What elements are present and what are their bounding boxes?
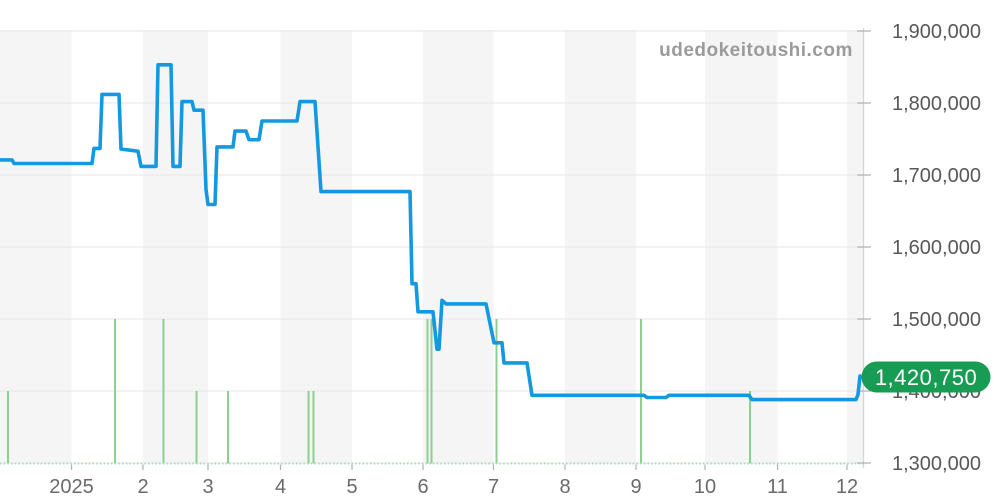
x-axis-label: 5 xyxy=(346,476,357,498)
x-axis-label: 9 xyxy=(630,476,641,498)
x-axis-label: 12 xyxy=(836,476,858,498)
volume-bar xyxy=(426,319,429,464)
y-axis-label: 1,800,000 xyxy=(892,93,981,115)
y-axis-label: 1,600,000 xyxy=(892,237,981,259)
volume-bar xyxy=(195,391,198,464)
last-price-badge-background xyxy=(861,361,991,393)
x-axis-label: 3 xyxy=(202,476,213,498)
x-axis-label: 11 xyxy=(767,476,788,498)
y-axis-label: 1,700,000 xyxy=(892,165,981,187)
volume-bar xyxy=(495,319,498,464)
volume-bar xyxy=(7,391,9,464)
y-axis-label: 1,900,000 xyxy=(892,21,981,43)
y-axis-label: 1,500,000 xyxy=(892,309,981,331)
x-axis-label: 6 xyxy=(417,476,428,498)
x-axis-label: 10 xyxy=(694,476,716,498)
price-line-group xyxy=(0,63,862,402)
last-price-badge: 1,420,750 xyxy=(861,361,991,393)
volume-bar xyxy=(227,391,229,464)
y-axis-label: 1,300,000 xyxy=(892,453,981,475)
price-line xyxy=(0,63,862,402)
volume-bar xyxy=(114,319,116,464)
volume-bar xyxy=(640,319,642,464)
volume-bar xyxy=(312,391,315,464)
volume-bar xyxy=(162,319,165,464)
x-axis-label: 4 xyxy=(275,476,286,498)
volume-bar xyxy=(430,319,433,464)
volume-bars xyxy=(0,319,864,465)
x-axis-label: 2025 xyxy=(49,476,94,498)
volume-bar xyxy=(307,391,310,464)
last-price-badge-label: 1,420,750 xyxy=(875,365,977,390)
volume-bar xyxy=(749,391,751,464)
x-axis-label: 2 xyxy=(137,476,148,498)
x-axis-label: 8 xyxy=(559,476,570,498)
watermark: udedokeitoushi.com xyxy=(659,40,853,61)
x-axis-label: 7 xyxy=(488,476,499,498)
